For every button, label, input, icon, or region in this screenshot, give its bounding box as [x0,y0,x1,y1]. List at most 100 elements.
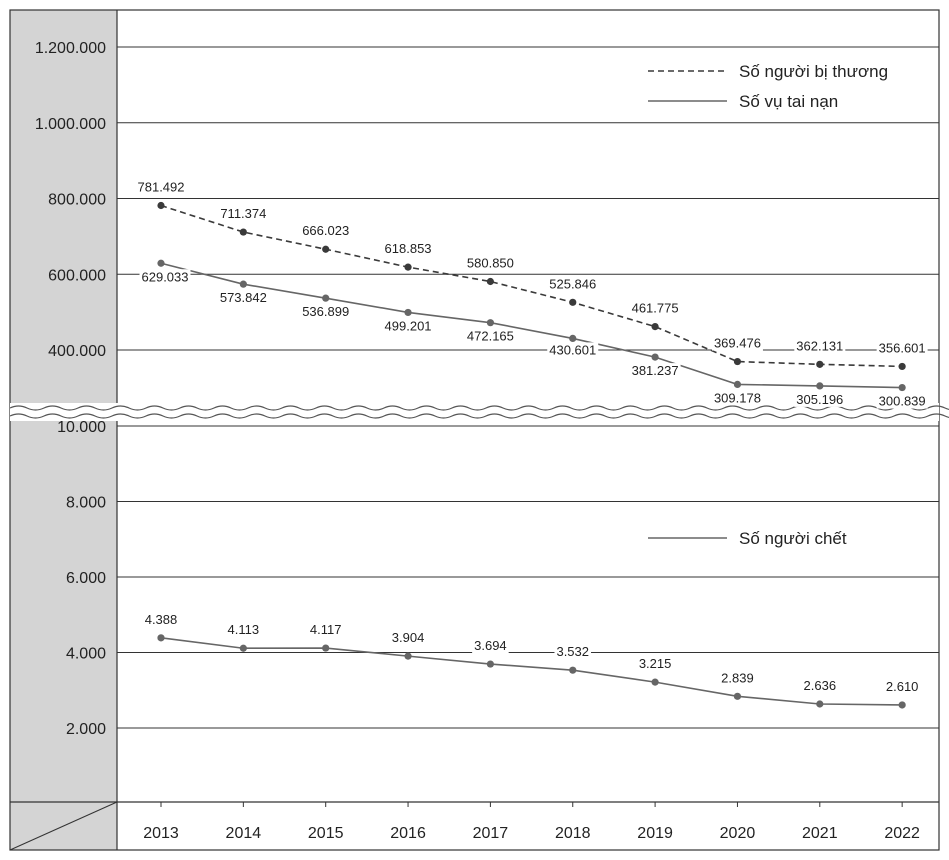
data-label-bg-top-1-2013 [139,269,191,285]
x-tick-label-2013: 2013 [143,825,179,842]
data-label-bg-top-0-2017 [464,255,516,271]
data-point-bottom-0-2014 [239,644,247,652]
data-point-top-1-2019 [651,353,659,361]
x-tick-label-2015: 2015 [308,825,344,842]
x-tick-label-2020: 2020 [720,825,756,842]
series-layer [157,201,906,709]
data-label-top-1-2019: 381.237 [632,363,679,378]
data-point-bottom-0-2021 [816,700,824,708]
data-label-bg-bottom-0-2015 [307,622,344,638]
x-tick-label-2018: 2018 [555,825,591,842]
data-label-bg-top-0-2018 [547,276,599,292]
series-line-bottom-0 [160,637,903,706]
data-point-top-0-2018 [569,298,577,306]
data-point-top-0-2014 [239,228,247,236]
data-label-top-0-2014: 711.374 [220,206,266,221]
data-label-bottom-0-2019: 3.215 [639,656,672,671]
break-wave-lower [9,413,949,419]
data-label-bg-top-1-2016 [382,318,434,334]
data-label-bg-top-0-2021 [794,338,846,354]
y-tick-label-top-4: 1.200.000 [35,40,106,57]
data-label-top-1-2018: 430.601 [549,342,596,357]
data-label-bottom-0-2020: 2.839 [721,670,754,685]
data-label-bg-bottom-0-2014 [225,622,262,638]
data-point-bottom-0-2019 [651,678,659,686]
data-label-top-0-2018: 525.846 [549,276,596,291]
data-label-top-1-2020: 309.178 [714,390,761,405]
data-label-bottom-0-2021: 2.636 [804,678,837,693]
data-point-top-1-2017 [486,319,494,327]
data-label-top-0-2022: 356.601 [879,340,926,355]
data-label-bottom-0-2017: 3.694 [474,638,507,653]
x-tick-label-2022: 2022 [884,825,920,842]
data-point-top-0-2022 [898,362,906,371]
data-label-bottom-0-2022: 2.610 [886,679,919,694]
data-label-bottom-0-2013: 4.388 [145,612,178,627]
legend-label-injured: Số người bị thương [739,62,888,81]
data-label-top-1-2016: 499.201 [385,318,432,333]
y-tick-label-top-1: 600.000 [48,267,106,284]
data-label-bottom-0-2014: 4.113 [228,622,260,637]
data-label-bg-top-0-2019 [629,300,681,316]
x-tick-label-2014: 2014 [226,825,262,842]
x-tick-label-2019: 2019 [637,825,673,842]
series-line-top-1 [160,262,903,389]
data-label-top-0-2017: 580.850 [467,256,514,271]
y-tick-label-top-2: 800.000 [48,192,106,209]
y-tick-label-top-3: 1.000.000 [35,116,106,133]
y-tick-label-bottom-3: 8.000 [66,495,106,512]
data-point-top-1-2022 [898,383,906,392]
x-tick-label-2016: 2016 [390,825,426,842]
corner-diagonal [9,801,118,851]
data-label-layer: 781.492 711.374 666.023 618.853 580.850 525.8… [135,179,928,694]
y-tick-label-bottom-1: 4.000 [66,646,106,663]
data-point-bottom-0-2015 [322,644,330,652]
data-label-bg-bottom-0-2017 [472,638,509,654]
data-point-bottom-0-2013 [157,634,165,642]
data-point-bottom-0-2016 [404,652,412,660]
series-line-top-0 [160,204,903,368]
y-tick-label-bottom-0: 2.000 [66,721,106,738]
data-label-bg-top-0-2014 [218,206,269,222]
data-label-top-0-2013: 781.492 [138,180,185,195]
data-label-top-0-2020: 369.476 [714,336,761,351]
data-label-bottom-0-2018: 3.532 [556,644,589,659]
data-label-top-1-2013: 629.033 [142,269,189,284]
data-label-top-1-2021: 305.196 [796,392,843,407]
data-point-top-1-2021 [816,382,824,390]
data-label-top-1-2017: 472.165 [467,329,514,344]
data-label-top-0-2016: 618.853 [385,241,432,256]
data-label-bg-bottom-0-2019 [636,656,674,672]
legend: Số người bị thương Số vụ tai nạn Số người … [648,62,888,548]
data-point-top-1-2018 [569,334,577,343]
data-label-bg-top-0-2022 [876,340,928,356]
data-label-bg-top-0-2015 [300,223,352,239]
data-point-top-1-2016 [404,308,412,317]
x-tick-label-2017: 2017 [473,825,509,842]
data-label-bottom-0-2016: 3.904 [392,630,425,645]
data-point-top-1-2020 [733,380,742,388]
data-label-bg-top-1-2015 [300,304,352,320]
data-point-top-0-2021 [816,360,824,368]
data-label-bg-bottom-0-2020 [719,670,756,686]
data-label-bg-top-0-2016 [382,241,434,257]
data-point-top-1-2014 [239,280,247,288]
data-point-bottom-0-2020 [733,692,742,700]
data-label-bg-top-1-2018 [547,342,599,358]
data-point-top-1-2013 [157,259,165,267]
data-label-bg-top-1-2020 [711,390,763,406]
data-point-top-0-2016 [404,263,412,271]
data-label-bg-top-1-2019 [629,363,681,379]
data-label-bg-bottom-0-2022 [883,678,921,694]
data-label-bg-bottom-0-2013 [142,611,180,627]
data-label-top-1-2022: 300.839 [879,394,926,409]
data-label-bg-top-0-2020 [711,335,763,351]
data-label-bg-bottom-0-2018 [554,644,592,660]
data-point-top-0-2017 [486,277,494,286]
y-tick-label-bottom-4: 10.000 [57,419,106,436]
data-label-top-0-2015: 666.023 [302,223,349,238]
data-point-top-1-2015 [322,294,330,302]
data-point-bottom-0-2018 [569,666,577,674]
data-label-bg-top-1-2021 [794,391,846,407]
